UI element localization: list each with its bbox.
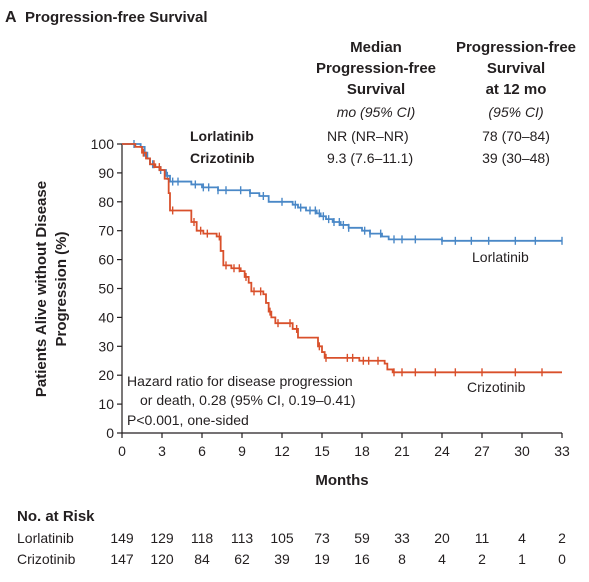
x-tick-label: 18 [354,443,370,459]
x-tick-label: 9 [238,443,246,459]
series-line-crizotinib [122,143,562,374]
y-tick-label: 90 [98,165,114,181]
svg-text:Patients Alive without Disease: Patients Alive without Disease [33,181,50,397]
table-row-crizotinib-label: Crizotinib [190,150,255,166]
risk-title: No. at Risk [17,508,95,525]
risk-value: 120 [150,551,174,567]
table-col2-subheader: (95% CI) [488,104,543,120]
risk-value: 16 [354,551,370,567]
svg-text:Progression (%): Progression (%) [53,231,70,346]
annotation-line2: or death, 0.28 (95% CI, 0.19–0.41) [140,392,356,408]
y-tick-label: 80 [98,194,114,210]
risk-value: 20 [434,530,450,546]
x-tick-label: 30 [514,443,530,459]
x-ticks: 0 3 6 9 12 15 18 21 24 27 30 33 [118,433,570,459]
risk-value: 149 [110,530,134,546]
x-tick-label: 21 [394,443,410,459]
y-tick-label: 0 [106,425,114,441]
risk-value: 11 [475,530,490,546]
y-tick-label: 20 [98,367,114,383]
x-tick-label: 24 [434,443,450,459]
risk-value: 33 [394,530,410,546]
table-col1-header-line3: Survival [347,81,405,98]
y-tick-label: 50 [98,281,114,297]
annotation-line3: P<0.001, one-sided [127,412,249,428]
table-row-lorlatinib-pfs12: 78 (70–84) [482,128,550,144]
risk-value: 4 [518,530,526,546]
panel-title: Progression-free Survival [25,9,208,26]
risk-row-crizotinib-label: Crizotinib [17,551,76,567]
risk-value: 19 [314,551,330,567]
risk-value: 2 [478,551,486,567]
table-col1-header-line1: Median [350,39,402,56]
x-tick-label: 33 [554,443,570,459]
y-tick-label: 60 [98,252,114,268]
risk-value: 84 [194,551,210,567]
x-axis-label: Months [315,472,368,489]
y-tick-label: 100 [91,136,115,152]
table-row-crizotinib-median: 9.3 (7.6–11.1) [327,150,413,166]
table-row-crizotinib-pfs12: 39 (30–48) [482,150,550,166]
table-col2-header-line3: at 12 mo [486,81,547,98]
y-ticks: 0 10 20 30 40 50 60 70 80 90 100 [91,136,122,441]
y-tick-label: 70 [98,223,114,239]
risk-value: 129 [150,530,174,546]
risk-value: 4 [438,551,446,567]
x-tick-label: 3 [158,443,166,459]
risk-value: 147 [110,551,134,567]
series-label-lorlatinib: Lorlatinib [472,249,529,265]
y-axis-label: Patients Alive without Disease Progressi… [33,181,70,397]
panel-letter: A [5,9,17,26]
y-tick-label: 30 [98,338,114,354]
risk-value: 2 [558,530,566,546]
annotation-line1: Hazard ratio for disease progression [127,373,353,389]
x-tick-label: 12 [274,443,290,459]
y-tick-label: 40 [98,309,114,325]
risk-value: 73 [314,530,330,546]
risk-value: 113 [231,530,254,546]
table-col2-header-line2: Survival [487,60,545,77]
table-col1-header-line2: Progression-free [316,60,436,77]
risk-value: 8 [398,551,406,567]
risk-value: 59 [354,530,370,546]
km-series [122,140,563,377]
x-tick-label: 15 [314,443,330,459]
risk-value: 0 [558,551,566,567]
x-tick-label: 0 [118,443,126,459]
x-tick-label: 6 [198,443,206,459]
risk-value: 105 [270,530,294,546]
table-row-lorlatinib-label: Lorlatinib [190,128,254,144]
table-col2-header-line1: Progression-free [456,39,576,56]
table-row-lorlatinib-median: NR (NR–NR) [327,128,409,144]
risk-value: 62 [234,551,250,567]
risk-value: 1 [518,551,526,567]
risk-value: 118 [191,530,214,546]
series-label-crizotinib: Crizotinib [467,379,526,395]
y-tick-label: 10 [98,396,114,412]
x-tick-label: 27 [474,443,490,459]
table-col1-subheader: mo (95% CI) [337,104,416,120]
risk-value: 39 [274,551,290,567]
risk-row-lorlatinib-label: Lorlatinib [17,530,74,546]
